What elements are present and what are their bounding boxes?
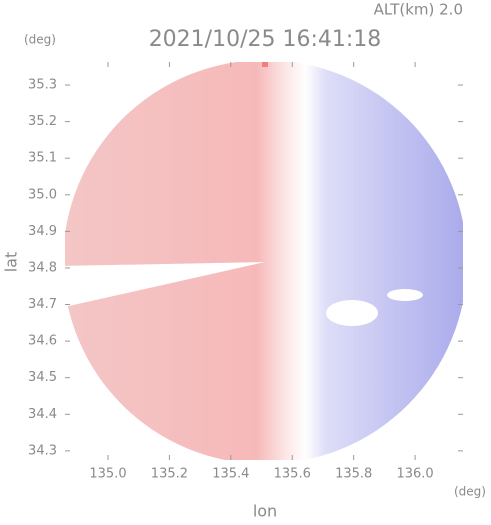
altitude-label: ALT(km) 2.0	[374, 1, 463, 19]
y-tick-label: 35.0	[28, 187, 57, 202]
y-tick-label: 34.6	[28, 334, 57, 349]
x-axis-label: lon	[253, 502, 277, 521]
velocity-field	[65, 62, 463, 460]
x-unit: (deg)	[454, 485, 486, 499]
x-tick-label: 135.0	[89, 467, 126, 482]
y-tick-label: 34.4	[28, 407, 57, 422]
y-unit: (deg)	[24, 33, 56, 47]
x-tick-label: 135.2	[151, 467, 188, 482]
y-tick-label: 35.2	[28, 114, 57, 129]
y-axis-label: lat	[2, 252, 21, 273]
title: 2021/10/25 16:41:18	[149, 27, 382, 52]
y-tick-label: 35.1	[28, 151, 57, 166]
y-tick-label: 34.5	[28, 370, 57, 385]
y-tick-label: 34.7	[28, 297, 57, 312]
y-tick-label: 35.3	[28, 78, 57, 93]
x-tick-label: 136.0	[396, 467, 433, 482]
x-tick-label: 135.6	[274, 467, 311, 482]
x-tick-label: 135.8	[335, 467, 372, 482]
x-tick-label: 135.4	[212, 467, 249, 482]
y-tick-label: 34.8	[28, 260, 57, 275]
y-tick-label: 34.9	[28, 224, 57, 239]
y-tick-label: 34.3	[28, 443, 57, 458]
